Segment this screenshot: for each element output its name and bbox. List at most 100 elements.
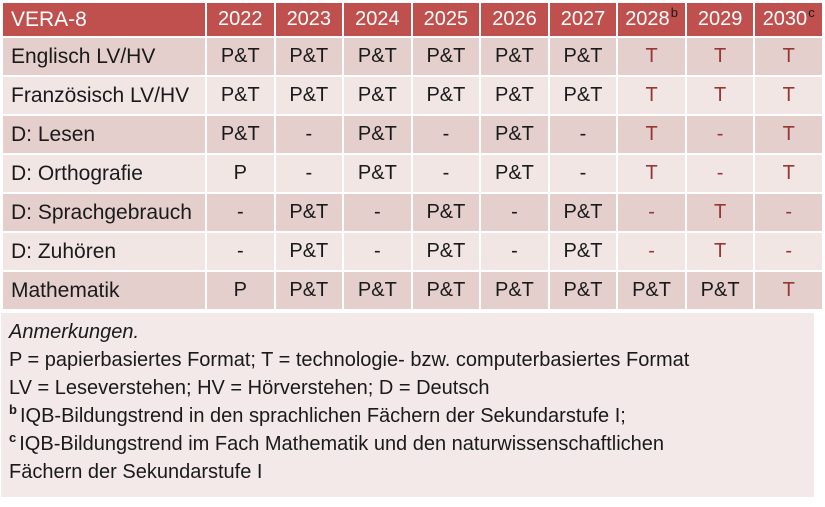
year-header-2024: 2024: [342, 1, 413, 38]
format-cell-2023: P&T: [273, 192, 345, 233]
year-header-2028: 2028b: [616, 1, 687, 38]
format-cell-2023: -: [273, 114, 345, 155]
header-row: VERA-8 2022 2023 2024 2025 2026 2027 2028b 2029…: [1, 1, 824, 38]
year-label: 2023: [286, 8, 332, 30]
table-row: D: Sprachgebrauch - P&T - P&T - P&T - T -: [1, 192, 824, 233]
format-cell-2023: P&T: [273, 36, 345, 77]
notes-heading: Anmerkungen.: [9, 321, 140, 343]
format-cell-2022: -: [205, 231, 276, 272]
note-line-abbreviations: LV = Leseverstehen; HV = Hörverstehen; D…: [9, 377, 490, 399]
row-label: D: Zuhören: [1, 231, 207, 272]
format-cell-2029: -: [684, 153, 756, 194]
year-header-2026: 2026: [479, 1, 550, 38]
format-cell-2026: P&T: [479, 36, 550, 77]
format-cell-2027: P&T: [547, 231, 619, 272]
format-cell-2027: P&T: [547, 75, 619, 116]
format-cell-2024: P&T: [342, 114, 413, 155]
format-cell-2029: T: [684, 75, 756, 116]
format-cell-2030: T: [753, 114, 824, 155]
format-cell-2024: -: [342, 231, 413, 272]
year-label: 2028: [625, 8, 670, 30]
format-cell-2024: P&T: [342, 36, 413, 77]
format-cell-2028: T: [616, 114, 687, 155]
year-header-2029: 2029: [684, 1, 756, 38]
format-cell-2023: -: [273, 153, 345, 194]
format-cell-2029: T: [684, 192, 756, 233]
format-cell-2024: -: [342, 192, 413, 233]
format-cell-2024: P&T: [342, 270, 413, 311]
year-footnote-marker: c: [808, 5, 815, 21]
year-label: 2027: [560, 8, 606, 30]
table-row: D: Zuhören - P&T - P&T - P&T - T -: [1, 231, 824, 272]
row-label: D: Orthografie: [1, 153, 207, 194]
year-label: 2025: [423, 8, 469, 30]
notes-section: Anmerkungen. P = papierbasiertes Format;…: [1, 313, 814, 497]
table-row: Mathematik P P&T P&T P&T P&T P&T P&T P&T T: [1, 270, 824, 311]
row-label: Englisch LV/HV: [1, 36, 207, 77]
format-cell-2027: P&T: [547, 192, 619, 233]
format-cell-2025: P&T: [410, 270, 482, 311]
year-header-2023: 2023: [273, 1, 345, 38]
format-cell-2022: P: [205, 270, 276, 311]
table-row: D: Lesen P&T - P&T - P&T - T - T: [1, 114, 824, 155]
table-body: Englisch LV/HV P&T P&T P&T P&T P&T P&T T T T Franz…: [1, 36, 824, 311]
year-header-2025: 2025: [410, 1, 482, 38]
format-cell-2028: T: [616, 36, 687, 77]
table-header: VERA-8 2022 2023 2024 2025 2026 2027 2028b 2029…: [1, 1, 824, 38]
table-row: D: Orthografie P - P&T - P&T - T - T: [1, 153, 824, 194]
format-cell-2023: P&T: [273, 270, 345, 311]
row-label: D: Sprachgebrauch: [1, 192, 207, 233]
vera8-format-table: VERA-8 2022 2023 2024 2025 2026 2027 2028b 2029…: [1, 1, 824, 311]
format-cell-2025: P&T: [410, 192, 482, 233]
format-cell-2022: P&T: [205, 75, 276, 116]
footnote-c-text: IQB-Bildungstrend im Fach Mathematik und…: [19, 433, 664, 455]
format-cell-2026: P&T: [479, 153, 550, 194]
format-cell-2023: P&T: [273, 231, 345, 272]
format-cell-2022: P&T: [205, 36, 276, 77]
year-footnote-marker: b: [670, 5, 678, 21]
year-label: 2029: [697, 8, 743, 30]
format-cell-2024: P&T: [342, 75, 413, 116]
format-cell-2030: T: [753, 75, 824, 116]
row-label: Mathematik: [1, 270, 207, 311]
footnote-c: c IQB-Bildungstrend im Fach Mathematik un…: [9, 430, 804, 458]
footnote-c-marker: c: [9, 430, 17, 446]
format-cell-2023: P&T: [273, 75, 345, 116]
footnote-c-continuation: Fächern der Sekundarstufe I: [9, 461, 263, 483]
format-cell-2025: P&T: [410, 231, 482, 272]
footnote-b: b IQB-Bildungstrend in den sprachlichen F…: [9, 402, 804, 430]
format-cell-2026: P&T: [479, 114, 550, 155]
format-cell-2025: P&T: [410, 75, 482, 116]
format-cell-2027: -: [547, 114, 619, 155]
row-label: D: Lesen: [1, 114, 207, 155]
format-cell-2022: P&T: [205, 114, 276, 155]
format-cell-2030: T: [753, 36, 824, 77]
format-cell-2029: T: [684, 231, 756, 272]
row-label: Französisch LV/HV: [1, 75, 207, 116]
year-label: 2022: [218, 8, 263, 30]
format-cell-2025: -: [410, 114, 482, 155]
year-header-2022: 2022: [205, 1, 276, 38]
format-cell-2026: P&T: [479, 270, 550, 311]
format-cell-2030: T: [753, 270, 824, 311]
format-cell-2030: -: [753, 192, 824, 233]
format-cell-2029: P&T: [684, 270, 756, 311]
format-cell-2028: -: [616, 192, 687, 233]
format-cell-2028: P&T: [616, 270, 687, 311]
format-cell-2025: -: [410, 153, 482, 194]
table-title: VERA-8: [1, 1, 207, 38]
footnote-b-marker: b: [9, 402, 17, 418]
format-cell-2022: -: [205, 192, 276, 233]
format-cell-2028: T: [616, 75, 687, 116]
format-cell-2026: -: [479, 231, 550, 272]
year-header-2030: 2030c: [753, 1, 824, 38]
format-cell-2029: -: [684, 114, 756, 155]
format-cell-2022: P: [205, 153, 276, 194]
year-label: 2024: [355, 8, 400, 30]
table-row: Französisch LV/HV P&T P&T P&T P&T P&T P&T T T T: [1, 75, 824, 116]
year-label: 2030: [762, 8, 808, 30]
format-cell-2030: -: [753, 231, 824, 272]
format-cell-2027: P&T: [547, 270, 619, 311]
format-cell-2025: P&T: [410, 36, 482, 77]
